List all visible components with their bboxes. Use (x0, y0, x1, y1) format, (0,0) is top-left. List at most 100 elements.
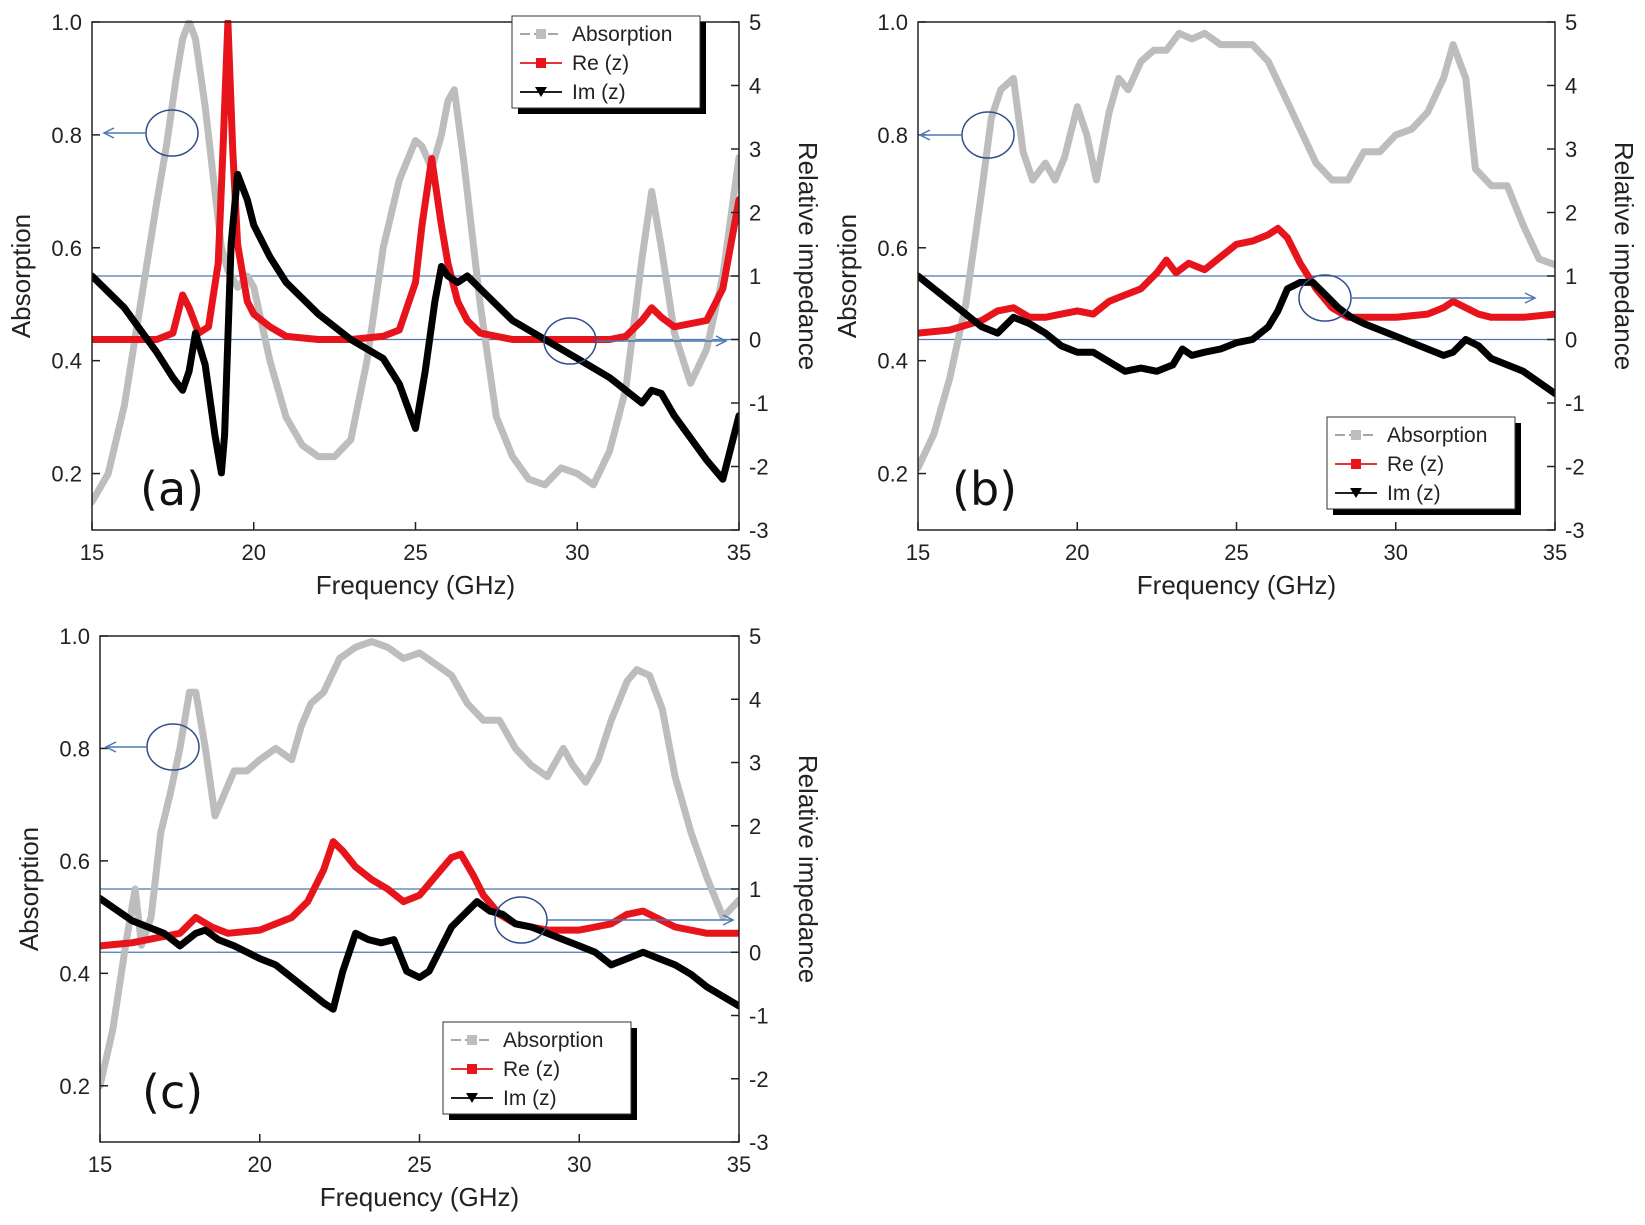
y-tick-label: 0.8 (51, 123, 82, 148)
panel-label: (c) (142, 1065, 203, 1119)
y-tick-label: 0.4 (51, 349, 82, 374)
x-tick-label: 15 (88, 1152, 112, 1177)
y2-tick-label: -2 (749, 1067, 769, 1092)
legend-label: Im (z) (572, 81, 626, 104)
x-tick-label: 30 (1384, 540, 1408, 565)
series-line-re-z (918, 224, 1555, 337)
y-tick-label: 0.8 (59, 736, 90, 761)
x-tick-label: 25 (1224, 540, 1248, 565)
y-axis-label: Absorption (832, 214, 862, 338)
axis-indicator-arrowhead (1524, 292, 1537, 304)
x-axis-label: Frequency (GHz) (1137, 570, 1336, 600)
y2-tick-label: -1 (749, 391, 769, 416)
x-tick-label: 15 (906, 540, 930, 565)
y2-tick-label: 1 (749, 877, 761, 902)
legend-label: Im (z) (503, 1087, 557, 1110)
x-tick-label: 15 (80, 540, 104, 565)
series-line-re-z (92, 20, 739, 343)
series-line-im-z (92, 170, 739, 483)
legend-swatch-marker (1350, 488, 1362, 498)
y2-tick-label: -1 (1565, 391, 1585, 416)
y-tick-label: 0.6 (59, 849, 90, 874)
x-tick-label: 30 (565, 540, 589, 565)
axis-indicator-arrowhead (715, 335, 728, 347)
legend-swatch-marker (467, 1035, 477, 1045)
y-tick-label: 0.4 (877, 349, 908, 374)
legend-swatch-marker (467, 1064, 477, 1074)
y2-tick-label: 3 (749, 137, 761, 162)
y-tick-label: 0.4 (59, 961, 90, 986)
y-tick-label: 0.2 (877, 462, 908, 487)
legend-label: Absorption (503, 1029, 603, 1052)
y2-tick-label: -3 (749, 518, 769, 543)
chart-panel-2: 15 20 25 30 35 0.2 0.4 0.6 0.8 1.0 -3 -2 -1 0 1 2 3 4 5 Fre… (832, 10, 1639, 600)
y2-tick-label: -3 (1565, 518, 1585, 543)
y2-tick-label: 2 (749, 201, 761, 226)
axis-indicator-arrowhead (102, 127, 115, 139)
y2-tick-label: 5 (1565, 10, 1577, 35)
y-tick-label: 0.8 (877, 123, 908, 148)
x-tick-label: 35 (1543, 540, 1567, 565)
series-line-absorption (918, 29, 1555, 472)
legend-label: Absorption (1387, 424, 1487, 447)
series-line-absorption (92, 20, 739, 506)
y2-tick-label: 0 (749, 940, 761, 965)
y2-axis-label: Relative impedance (1609, 142, 1639, 370)
x-tick-label: 35 (727, 1152, 751, 1177)
legend-label: Re (z) (572, 52, 629, 75)
legend-label: Im (z) (1387, 482, 1441, 505)
y2-tick-label: -3 (749, 1130, 769, 1155)
legend-swatch-marker (1351, 459, 1361, 469)
y-tick-label: 1.0 (877, 10, 908, 35)
legend-swatch-marker (536, 29, 546, 39)
legend-swatch-marker (536, 58, 546, 68)
axis-indicator-arrowhead (918, 129, 931, 141)
y2-tick-label: 2 (749, 814, 761, 839)
series-line-absorption (100, 638, 739, 1090)
x-tick-label: 20 (248, 1152, 272, 1177)
x-tick-label: 20 (242, 540, 266, 565)
x-tick-label: 30 (567, 1152, 591, 1177)
legend-label: Absorption (572, 23, 672, 46)
legend-swatch-marker (535, 87, 547, 97)
y2-axis-label: Relative impedance (793, 142, 823, 370)
legend-swatch-marker (466, 1093, 478, 1103)
y-tick-label: 1.0 (51, 10, 82, 35)
series-line-im-z (100, 895, 739, 1013)
x-tick-label: 25 (407, 1152, 431, 1177)
x-axis-label: Frequency (GHz) (316, 570, 515, 600)
legend-label: Re (z) (503, 1058, 560, 1081)
y-tick-label: 0.6 (877, 236, 908, 261)
series-line-re-z (100, 838, 739, 950)
y2-tick-label: -2 (749, 455, 769, 480)
chart-panel-1: 15 20 25 30 35 0.2 0.4 0.6 0.8 1.0 -3 -2 -1 0 1 2 3 4 5 Fre… (6, 10, 823, 600)
panel-label: (b) (952, 462, 1017, 516)
x-tick-label: 20 (1065, 540, 1089, 565)
y2-axis-label: Relative impedance (793, 755, 823, 983)
y-tick-label: 0.6 (51, 236, 82, 261)
y2-tick-label: 0 (1565, 328, 1577, 353)
legend-label: Re (z) (1387, 453, 1444, 476)
y2-tick-label: 4 (749, 687, 761, 712)
axis-indicator-circle (146, 723, 200, 771)
y2-tick-label: 2 (1565, 201, 1577, 226)
x-tick-label: 35 (727, 540, 751, 565)
y2-tick-label: 4 (749, 74, 761, 99)
y-axis-label: Absorption (14, 827, 44, 951)
y2-tick-label: -1 (749, 1004, 769, 1029)
y2-tick-label: 1 (1565, 264, 1577, 289)
y2-tick-label: 5 (749, 624, 761, 649)
y2-tick-label: 3 (1565, 137, 1577, 162)
series-line-im-z (918, 272, 1555, 397)
y2-tick-label: 3 (749, 751, 761, 776)
y2-tick-label: 4 (1565, 74, 1577, 99)
y-tick-label: 0.2 (59, 1074, 90, 1099)
axis-indicator-arrowhead (722, 914, 735, 926)
legend-swatch-marker (1351, 430, 1361, 440)
x-axis-label: Frequency (GHz) (320, 1182, 519, 1212)
y2-tick-label: -2 (1565, 455, 1585, 480)
panel-label: (a) (140, 462, 204, 516)
chart-panel-3: 15 20 25 30 35 0.2 0.4 0.6 0.8 1.0 -3 -2 -1 0 1 2 3 4 5 Fre… (14, 624, 823, 1212)
axis-indicator-arrowhead (104, 741, 117, 753)
